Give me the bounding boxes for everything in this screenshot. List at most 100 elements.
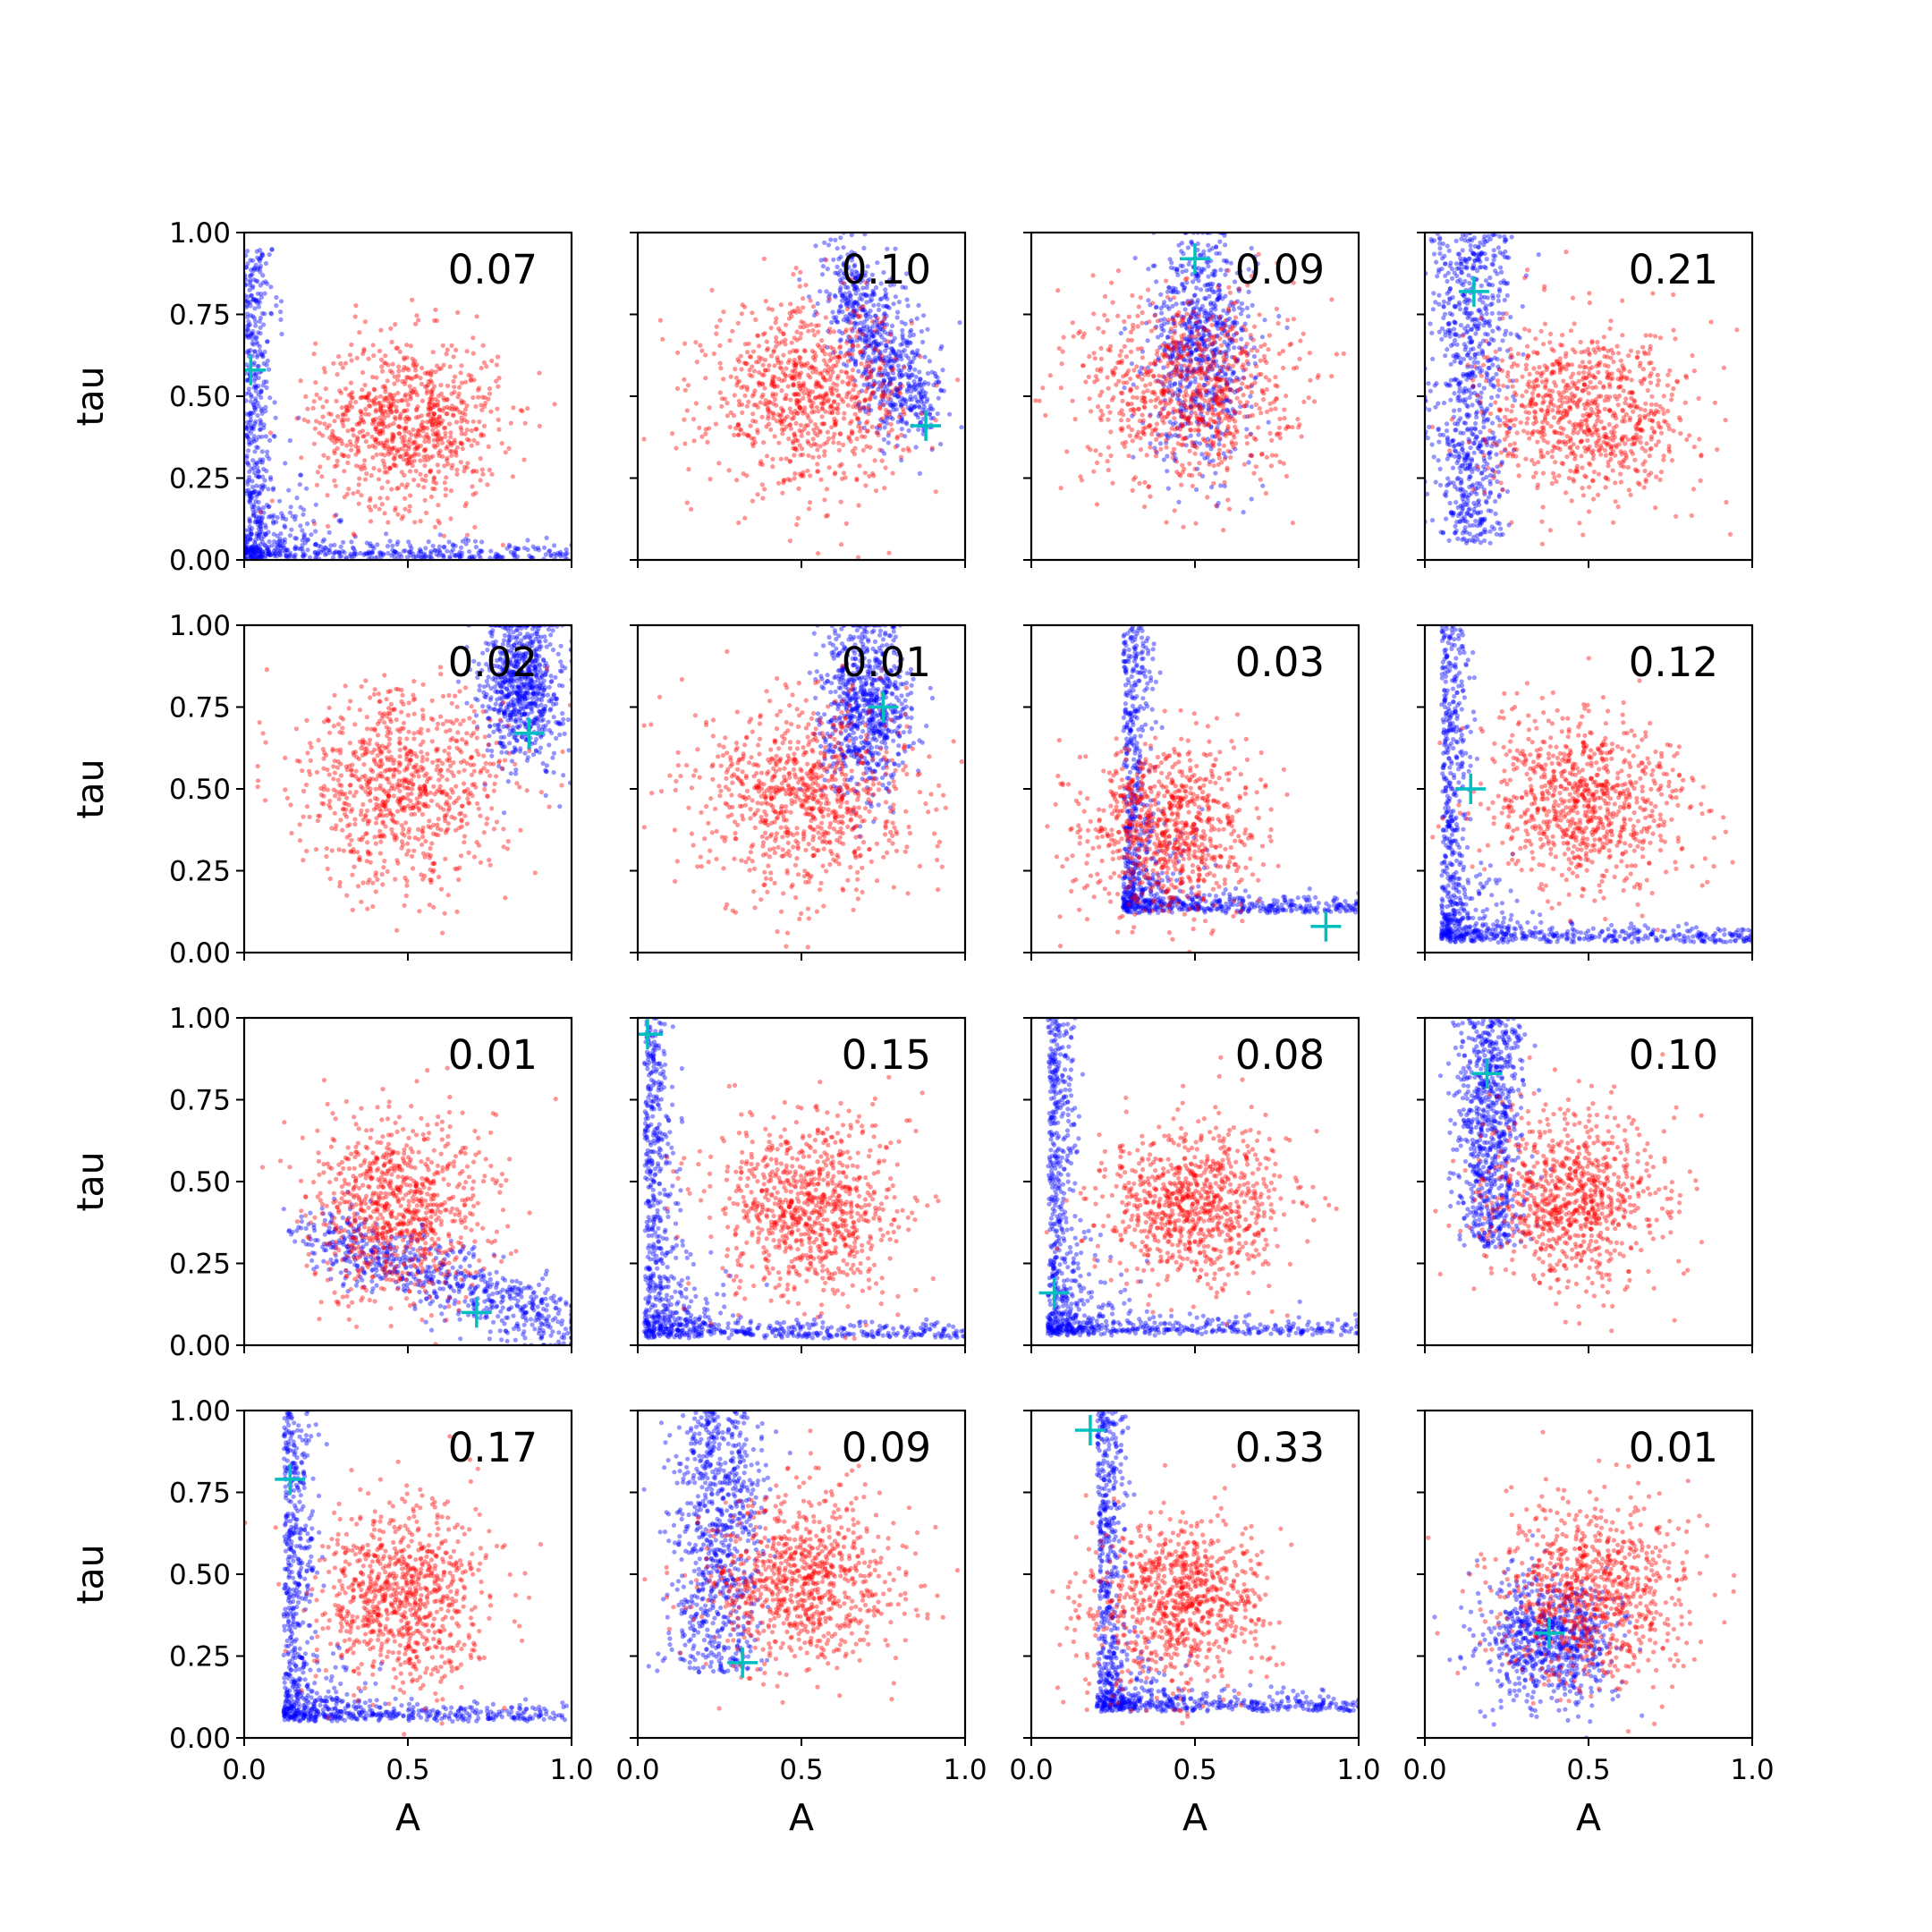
blue-point — [244, 453, 250, 459]
blue-point — [261, 360, 267, 366]
blue-point — [245, 481, 250, 487]
blue-point — [316, 543, 321, 549]
blue-point — [1205, 357, 1210, 362]
blue-point — [1170, 352, 1175, 358]
blue-point — [1200, 353, 1206, 359]
blue-point — [557, 552, 563, 557]
red-point — [402, 426, 409, 431]
red-point — [1165, 387, 1170, 393]
red-point — [843, 369, 849, 375]
red-point — [878, 366, 884, 371]
red-point — [1223, 433, 1228, 438]
red-point — [813, 353, 818, 359]
red-point — [1284, 426, 1289, 431]
red-point — [771, 378, 776, 384]
red-point — [816, 409, 821, 414]
red-point — [1206, 420, 1211, 426]
blue-point — [904, 421, 910, 427]
red-point — [1274, 395, 1279, 401]
blue-point — [1221, 431, 1226, 436]
red-point — [854, 476, 860, 481]
red-point — [882, 325, 887, 330]
red-point — [425, 371, 430, 377]
red-point — [766, 413, 771, 419]
red-point — [459, 415, 464, 420]
red-point — [442, 480, 447, 486]
blue-point — [1169, 260, 1174, 266]
blue-point — [833, 318, 838, 323]
blue-point — [336, 550, 342, 556]
red-point — [801, 411, 806, 416]
blue-point — [1215, 333, 1220, 338]
blue-point — [887, 380, 893, 386]
blue-point — [841, 317, 846, 323]
blue-point — [422, 555, 428, 560]
red-point — [347, 439, 352, 445]
red-point — [1198, 416, 1204, 421]
red-point — [815, 462, 820, 467]
red-point — [1182, 276, 1188, 282]
red-point — [793, 309, 799, 315]
blue-point — [836, 309, 842, 315]
red-point — [801, 473, 806, 479]
blue-point — [248, 258, 253, 263]
blue-point — [852, 378, 858, 384]
blue-point — [905, 405, 911, 411]
blue-point — [1167, 329, 1174, 335]
red-point — [1188, 334, 1193, 340]
blue-point — [1196, 343, 1202, 348]
blue-series — [797, 233, 964, 477]
red-point — [879, 353, 885, 359]
red-point — [808, 500, 813, 505]
blue-point — [257, 530, 262, 535]
blue-point — [284, 547, 289, 553]
blue-point — [516, 547, 521, 552]
red-point — [331, 360, 336, 366]
red-point — [339, 452, 344, 457]
blue-point — [447, 554, 453, 559]
blue-point — [890, 339, 895, 344]
red-point — [1287, 343, 1292, 348]
blue-point — [250, 436, 256, 442]
red-point — [810, 401, 816, 406]
red-point — [1188, 299, 1193, 305]
blue-point — [253, 553, 258, 558]
scatter-panel: 0.10 — [630, 231, 967, 568]
blue-point — [866, 385, 871, 390]
blue-point — [294, 496, 300, 501]
red-point — [755, 404, 761, 410]
blue-point — [1189, 239, 1194, 244]
blue-point — [249, 490, 254, 496]
red-point — [1160, 381, 1165, 386]
blue-point — [852, 250, 858, 256]
blue-point — [1252, 254, 1258, 259]
red-point — [1142, 479, 1148, 486]
red-point — [436, 422, 442, 428]
blue-point — [258, 419, 264, 425]
red-point — [845, 402, 851, 408]
blue-point — [1197, 420, 1202, 426]
blue-point — [283, 461, 288, 466]
blue-point — [277, 498, 283, 504]
red-point — [428, 419, 433, 425]
blue-point — [254, 514, 259, 520]
blue-point — [1227, 324, 1233, 329]
red-point — [1174, 339, 1179, 344]
red-point — [400, 439, 405, 445]
red-point — [807, 388, 812, 394]
red-point — [503, 450, 508, 455]
blue-point — [857, 335, 862, 341]
red-point — [496, 384, 501, 389]
blue-point — [247, 490, 252, 496]
blue-point — [271, 486, 276, 491]
red-point — [1129, 427, 1134, 433]
blue-point — [256, 526, 261, 531]
blue-point — [1152, 263, 1157, 268]
red-point — [868, 395, 873, 401]
red-point — [402, 357, 407, 362]
blue-point — [1194, 346, 1199, 352]
red-point — [1157, 359, 1163, 364]
red-point — [326, 523, 331, 530]
blue-point — [890, 403, 895, 409]
red-point — [1214, 396, 1219, 402]
